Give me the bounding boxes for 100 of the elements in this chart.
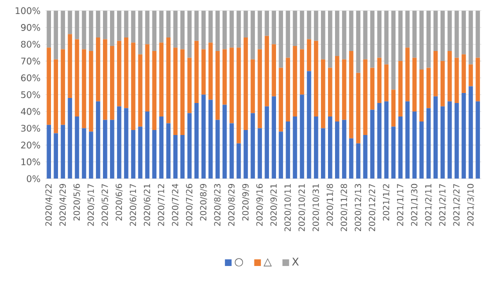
bar (124, 10, 128, 38)
bar (236, 48, 241, 144)
bar (244, 10, 248, 38)
bar (131, 10, 136, 43)
bar (82, 10, 86, 50)
x-tick-label: 2020/8/9 (200, 184, 208, 220)
bar (328, 10, 332, 68)
x-tick-label: 2021/1/2 (382, 184, 390, 220)
bar (194, 40, 199, 104)
bar (405, 10, 410, 48)
x-tick-label: 2020/5/6 (73, 184, 80, 220)
bar (398, 116, 403, 179)
bar (88, 10, 94, 51)
x-tick-label: 2020/8/29 (228, 184, 236, 226)
bar (300, 94, 304, 179)
bar (74, 116, 80, 179)
bar (180, 10, 185, 50)
bar (60, 10, 66, 50)
bar (117, 106, 122, 179)
bar (314, 10, 318, 41)
bar (138, 54, 142, 127)
bar (68, 34, 72, 98)
bar (462, 10, 466, 54)
bar (222, 10, 227, 50)
bar (173, 10, 178, 48)
bar (370, 10, 374, 68)
bar (244, 38, 248, 130)
bar (145, 44, 150, 112)
x-tick-label: 2020/4/22 (45, 184, 52, 226)
bar (201, 94, 206, 179)
legend-label: X (292, 258, 299, 266)
bar (46, 48, 51, 125)
bar (405, 101, 410, 179)
bar (68, 98, 72, 179)
bar (419, 10, 424, 70)
bar (102, 120, 108, 179)
bar (335, 10, 340, 56)
bar (278, 68, 284, 132)
bar (377, 58, 382, 104)
bar (124, 108, 128, 179)
bar (215, 120, 220, 179)
bar (250, 10, 255, 60)
bar (363, 10, 368, 60)
bar (342, 120, 346, 179)
bar (335, 122, 340, 179)
bar (306, 71, 312, 179)
bar (426, 68, 431, 108)
bar (412, 10, 417, 58)
bar (215, 50, 220, 120)
x-tick-label: 2020/12/13 (354, 184, 362, 232)
bar (398, 61, 403, 116)
bar (152, 130, 156, 179)
bar (356, 72, 360, 144)
bar (102, 10, 108, 40)
bar (159, 42, 164, 116)
bar (476, 10, 480, 58)
bar (454, 103, 459, 179)
bar (54, 133, 58, 179)
bar (54, 59, 58, 134)
y-tick-label: 10% (21, 158, 40, 166)
bar (342, 10, 346, 60)
bar (476, 101, 480, 179)
bar (405, 48, 410, 102)
bar (264, 10, 269, 36)
bar (244, 130, 248, 179)
x-tick-label: 2020/6/6 (116, 184, 123, 220)
y-tick-label: 50% (21, 91, 40, 98)
bar (412, 111, 417, 179)
bar (208, 100, 213, 179)
bar (476, 58, 480, 102)
x-tick-label: 2021/3/10 (467, 184, 474, 226)
bar (286, 58, 290, 122)
bar (272, 44, 276, 96)
bar (131, 42, 136, 130)
bar (88, 50, 94, 132)
bar (278, 10, 284, 68)
bar (159, 116, 164, 179)
bar (468, 10, 473, 64)
bar (448, 10, 452, 51)
bar (250, 59, 255, 114)
bar (335, 56, 340, 122)
bar (201, 49, 206, 95)
x-tick-label: 2020/10/11 (284, 184, 292, 232)
bar (391, 90, 396, 127)
x-tick-label: 2020/10/31 (312, 184, 320, 232)
bar (236, 143, 241, 179)
bar (342, 59, 346, 120)
bar (258, 10, 262, 50)
bar (82, 128, 86, 179)
bar (328, 116, 332, 179)
bar (173, 134, 178, 179)
bar (74, 10, 80, 40)
bar (110, 46, 114, 120)
y-tick-label: 0% (26, 175, 40, 182)
bar (412, 58, 417, 112)
bar (131, 130, 136, 179)
x-tick-label: 2020/6/21 (144, 184, 151, 226)
bar (138, 10, 142, 54)
bar (349, 138, 354, 179)
bar (328, 68, 332, 116)
